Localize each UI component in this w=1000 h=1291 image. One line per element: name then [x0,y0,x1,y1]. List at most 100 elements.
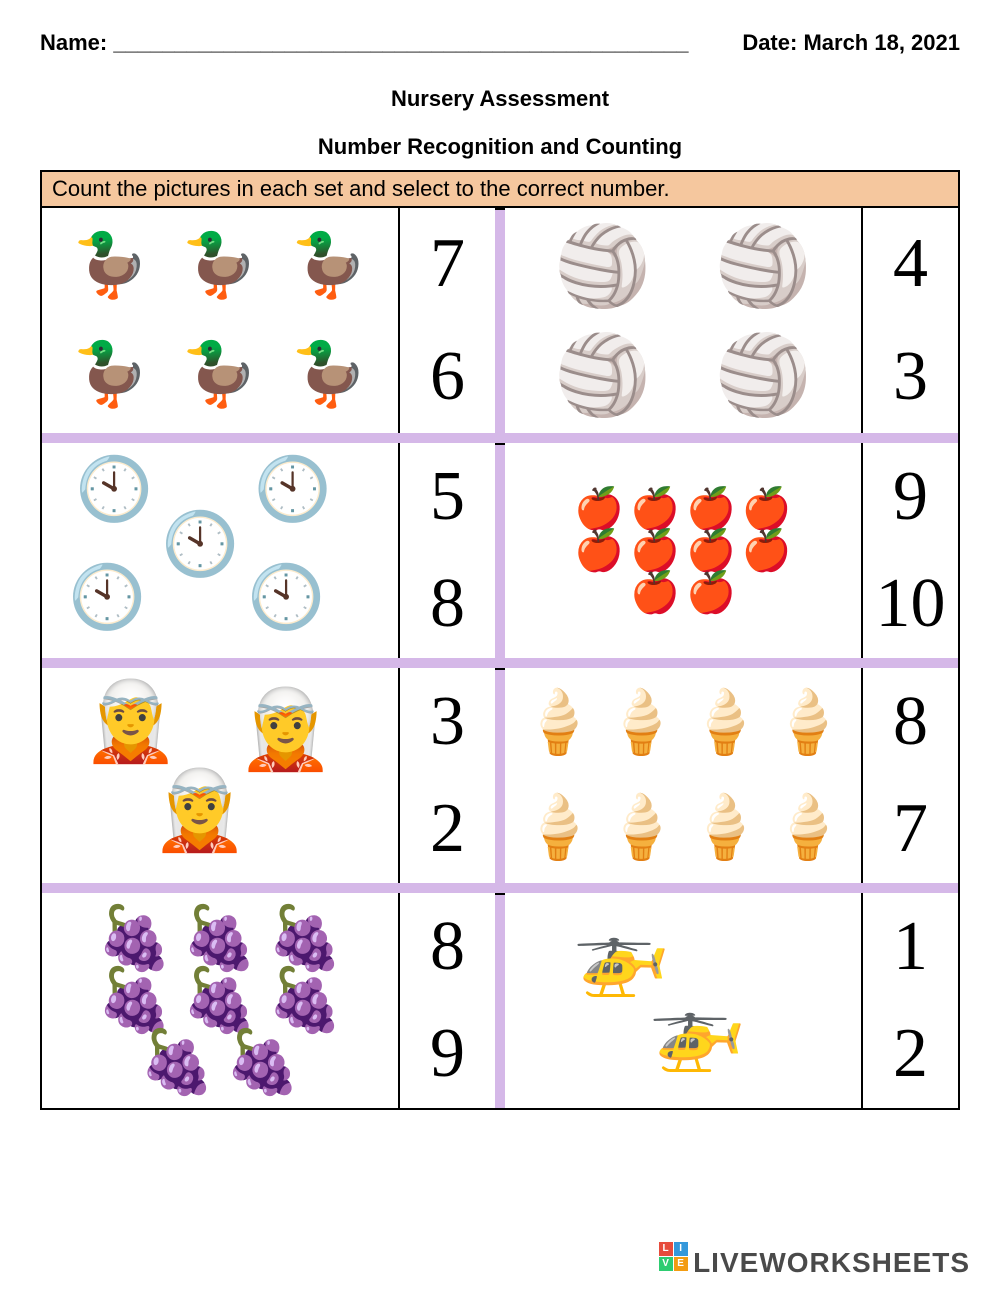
answer-choice-beachballs-4[interactable]: 4 [863,208,958,321]
picture-cell-apples: 🍎🍎🍎🍎🍎🍎🍎🍎🍎🍎 [505,443,863,658]
answer-choice-elves-3[interactable]: 3 [400,668,495,776]
name-label: Name: [40,30,107,55]
picture-cell-elves: 🧝🧝🧝 [42,668,400,883]
answer-choice-icecream-7[interactable]: 7 [863,776,958,884]
picture-cell-ducks: 🦆🦆🦆🦆🦆🦆 [42,208,400,433]
picture-set-grapes: 🍇🍇🍇🍇🍇🍇🍇🍇 [48,899,392,1102]
date-value: March 18, 2021 [803,30,960,55]
picture-cell-grapes: 🍇🍇🍇🍇🍇🍇🍇🍇 [42,893,400,1108]
picture-cell-beachballs: 🏐🏐🏐🏐 [505,208,863,433]
grid-row: 🍇🍇🍇🍇🍇🍇🍇🍇89🚁🚁12 [42,883,958,1108]
icecream-icon: 🍦 [686,797,763,859]
apples-icon: 🍎 [742,489,792,529]
answer-choice-grapes-9[interactable]: 9 [400,1001,495,1109]
helicopters-icon: 🚁 [649,990,746,1068]
elves-icon: 🧝 [151,771,248,849]
beachballs-icon: 🏐 [686,227,841,305]
grapes-icon: 🍇 [267,908,344,970]
column-divider [495,208,505,433]
grapes-icon: 🍇 [139,1032,216,1094]
answer-choice-ducks-6[interactable]: 6 [400,321,495,434]
ducks-icon: 🦆 [59,344,162,406]
icecream-icon: 🍦 [769,797,846,859]
clocks-icon: 🕙 [162,514,239,576]
answer-cell-helicopters: 12 [863,893,958,1108]
apples-icon: 🍎 [630,489,680,529]
elves-icon: 🧝 [237,690,334,768]
beachballs-icon: 🏐 [525,336,680,414]
grid-row: 🕙🕙🕙🕙🕙58🍎🍎🍎🍎🍎🍎🍎🍎🍎🍎910 [42,433,958,658]
beachballs-icon: 🏐 [686,336,841,414]
icecream-icon: 🍦 [603,797,680,859]
icecream-icon: 🍦 [520,797,597,859]
grapes-icon: 🍇 [96,970,173,1032]
instruction-bar: Count the pictures in each set and selec… [40,170,960,208]
ducks-icon: 🦆 [168,235,271,297]
clocks-icon: 🕙 [248,567,325,629]
name-field: Name: __________________________________… [40,30,688,56]
answer-choice-elves-2[interactable]: 2 [400,776,495,884]
grid-row: 🧝🧝🧝32🍦🍦🍦🍦🍦🍦🍦🍦87 [42,658,958,883]
answer-choice-helicopters-1[interactable]: 1 [863,893,958,1001]
ducks-icon: 🦆 [59,235,162,297]
answer-cell-apples: 910 [863,443,958,658]
live-badge-icon: LIVE [659,1242,689,1272]
picture-set-ducks: 🦆🦆🦆🦆🦆🦆 [48,214,392,427]
answer-cell-elves: 32 [400,668,495,883]
watermark: LIVE LIVEWORKSHEETS [659,1242,970,1279]
answer-choice-clocks-5[interactable]: 5 [400,443,495,551]
helicopters-icon: 🚁 [573,915,670,993]
picture-set-icecream: 🍦🍦🍦🍦🍦🍦🍦🍦 [511,674,855,877]
icecream-icon: 🍦 [686,692,763,754]
date-field: Date: March 18, 2021 [742,30,960,56]
icecream-icon: 🍦 [603,692,680,754]
answer-choice-apples-10[interactable]: 10 [863,551,958,659]
picture-set-clocks: 🕙🕙🕙🕙🕙 [48,449,392,652]
picture-cell-helicopters: 🚁🚁 [505,893,863,1108]
answer-choice-beachballs-3[interactable]: 3 [863,321,958,434]
answer-choice-icecream-8[interactable]: 8 [863,668,958,776]
apples-icon: 🍎 [686,531,736,571]
answer-choice-clocks-8[interactable]: 8 [400,551,495,659]
picture-set-elves: 🧝🧝🧝 [48,674,392,877]
grapes-icon: 🍇 [181,970,258,1032]
clocks-icon: 🕙 [69,567,146,629]
answer-cell-icecream: 87 [863,668,958,883]
answer-cell-ducks: 76 [400,208,495,433]
icecream-icon: 🍦 [769,692,846,754]
ducks-icon: 🦆 [278,344,381,406]
clocks-icon: 🕙 [76,459,153,521]
column-divider [495,443,505,658]
page-title: Nursery Assessment [40,86,960,112]
worksheet-grid: 🦆🦆🦆🦆🦆🦆76🏐🏐🏐🏐43🕙🕙🕙🕙🕙58🍎🍎🍎🍎🍎🍎🍎🍎🍎🍎910🧝🧝🧝32🍦… [40,208,960,1110]
answer-cell-grapes: 89 [400,893,495,1108]
grid-row: 🦆🦆🦆🦆🦆🦆76🏐🏐🏐🏐43 [42,208,958,433]
picture-cell-icecream: 🍦🍦🍦🍦🍦🍦🍦🍦 [505,668,863,883]
date-label: Date: [742,30,797,55]
clocks-icon: 🕙 [254,459,331,521]
answer-choice-grapes-8[interactable]: 8 [400,893,495,1001]
answer-choice-helicopters-2[interactable]: 2 [863,1001,958,1109]
picture-set-helicopters: 🚁🚁 [511,899,855,1102]
grapes-icon: 🍇 [267,970,344,1032]
name-blank[interactable]: ________________________________________… [113,30,688,55]
column-divider [495,668,505,883]
elves-icon: 🧝 [82,682,179,760]
picture-cell-clocks: 🕙🕙🕙🕙🕙 [42,443,400,658]
answer-choice-apples-9[interactable]: 9 [863,443,958,551]
apples-icon: 🍎 [574,531,624,571]
grapes-icon: 🍇 [224,1032,301,1094]
answer-cell-clocks: 58 [400,443,495,658]
page-subtitle: Number Recognition and Counting [40,134,960,160]
answer-choice-ducks-7[interactable]: 7 [400,208,495,321]
apples-icon: 🍎 [686,573,736,613]
picture-set-apples: 🍎🍎🍎🍎🍎🍎🍎🍎🍎🍎 [511,449,855,652]
icecream-icon: 🍦 [520,692,597,754]
header-row: Name: __________________________________… [40,30,960,56]
apples-icon: 🍎 [630,573,680,613]
apples-icon: 🍎 [686,489,736,529]
grapes-icon: 🍇 [96,908,173,970]
apples-icon: 🍎 [630,531,680,571]
apples-icon: 🍎 [742,531,792,571]
answer-cell-beachballs: 43 [863,208,958,433]
